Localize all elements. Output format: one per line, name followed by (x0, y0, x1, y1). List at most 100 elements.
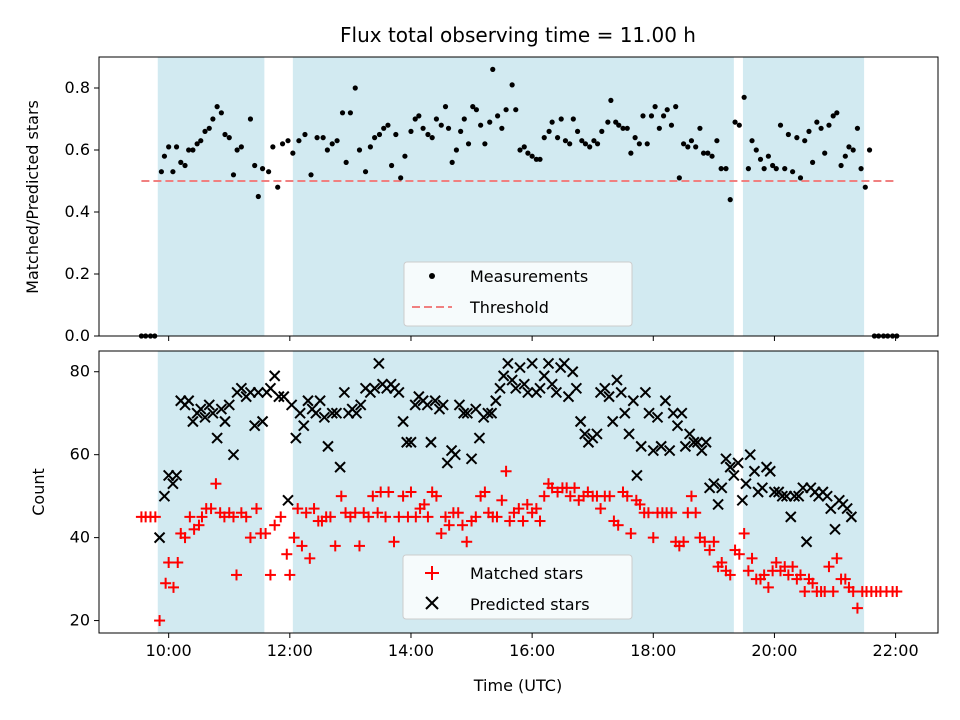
matched-star-point (738, 527, 750, 539)
matched-star-point (461, 536, 473, 548)
matched-star-point (179, 532, 191, 544)
matched-star-point (443, 519, 455, 531)
count-axes-frame (98, 350, 939, 634)
matched-star-point (405, 486, 417, 498)
matched-star-point (388, 536, 400, 548)
matched-star-point (621, 490, 633, 502)
predicted-star-point (449, 448, 461, 461)
predicted-star-point (215, 403, 228, 415)
measurement-point (495, 113, 501, 119)
measurement-point (749, 138, 755, 144)
measurement-point (166, 144, 172, 150)
predicted-star-point (195, 403, 207, 415)
measurement-point (412, 116, 418, 122)
measurement-point (806, 128, 812, 134)
predicted-star-point (785, 511, 797, 523)
measurement-point (266, 169, 272, 175)
matched-star-point (227, 511, 239, 523)
matched-star-point (678, 536, 690, 548)
matched-star-point (367, 490, 379, 502)
matched-star-point (410, 511, 422, 523)
measurement-point (765, 153, 771, 159)
predicted-star-point (282, 494, 294, 507)
measurement-point (624, 125, 630, 131)
matched-star-point (831, 552, 843, 564)
measurement-point (664, 107, 670, 113)
measurement-point (290, 150, 296, 156)
measurement-point (628, 150, 634, 156)
matched-star-point (762, 581, 774, 593)
y-tick-label: 0.2 (65, 264, 90, 283)
measurement-point (541, 135, 547, 141)
measurement-point (408, 128, 414, 134)
predicted-star-point (615, 386, 627, 399)
predicted-star-point (457, 407, 470, 419)
matched-star-point (264, 569, 276, 581)
measurement-point (866, 147, 873, 153)
y-tick-label: 40 (70, 528, 90, 547)
measurement-point (429, 135, 435, 141)
predicted-star-point (534, 382, 546, 395)
measurement-point (636, 141, 642, 147)
matched-star-point (807, 577, 819, 589)
measurement-point (723, 166, 729, 172)
measurement-point (347, 110, 353, 116)
measurement-point (797, 175, 804, 181)
measurement-point (732, 119, 738, 125)
measurement-point (591, 138, 597, 144)
matched-star-point (288, 532, 300, 544)
y-tick-label: 0.4 (65, 202, 90, 221)
measurement-point (818, 125, 824, 131)
y-tick-label: 0.0 (65, 326, 90, 345)
matched-star-point (770, 557, 782, 568)
measurement-point (198, 138, 204, 144)
measurement-point (478, 122, 484, 128)
measurement-point (470, 104, 476, 110)
predicted-star-point (619, 407, 631, 419)
predicted-star-point (611, 374, 623, 386)
measurement-point (648, 113, 655, 119)
measurement-point (255, 193, 261, 200)
predicted-star-point (252, 386, 265, 399)
measurement-point (503, 107, 509, 113)
matched-star-point (782, 569, 794, 581)
legend-predicted-marker (425, 596, 439, 610)
predicted-star-point (302, 395, 314, 407)
matched-star-point (479, 486, 491, 498)
predicted-star-point (639, 386, 652, 399)
legend-predicted-label: Predicted stars (470, 595, 590, 614)
predicted-star-point (497, 370, 510, 382)
measurement-point (529, 153, 535, 159)
matched-star-point (353, 540, 365, 552)
measurement-point (161, 153, 168, 159)
matched-star-point (799, 586, 811, 598)
measurement-point (830, 113, 836, 119)
x-tick-label: 12:00 (267, 641, 313, 660)
matched-star-point (665, 507, 677, 519)
predicted-star-point (522, 386, 534, 399)
matched-star-point (742, 565, 754, 577)
measurement-point (558, 116, 564, 122)
measurement-point (509, 82, 515, 88)
measurement-point (285, 138, 291, 144)
predicted-star-point (510, 382, 522, 395)
measurement-point (367, 144, 373, 150)
measurement-point (230, 172, 237, 178)
matched-star-point (430, 490, 442, 502)
measurement-point (352, 85, 358, 91)
measurement-point (190, 147, 196, 153)
matched-star-point (491, 511, 503, 523)
matched-star-point (275, 511, 287, 523)
matched-star-point (296, 540, 308, 552)
predicted-star-point (273, 390, 285, 403)
predicted-star-point (461, 407, 474, 419)
measurement-point (685, 144, 691, 150)
predicted-star-point (338, 386, 351, 399)
observing-window-2 (742, 57, 865, 336)
measurement-point (210, 116, 216, 122)
measurement-point (533, 156, 539, 162)
measurement-point (186, 147, 192, 153)
measurement-point (579, 138, 585, 144)
predicted-star-point (437, 399, 449, 411)
